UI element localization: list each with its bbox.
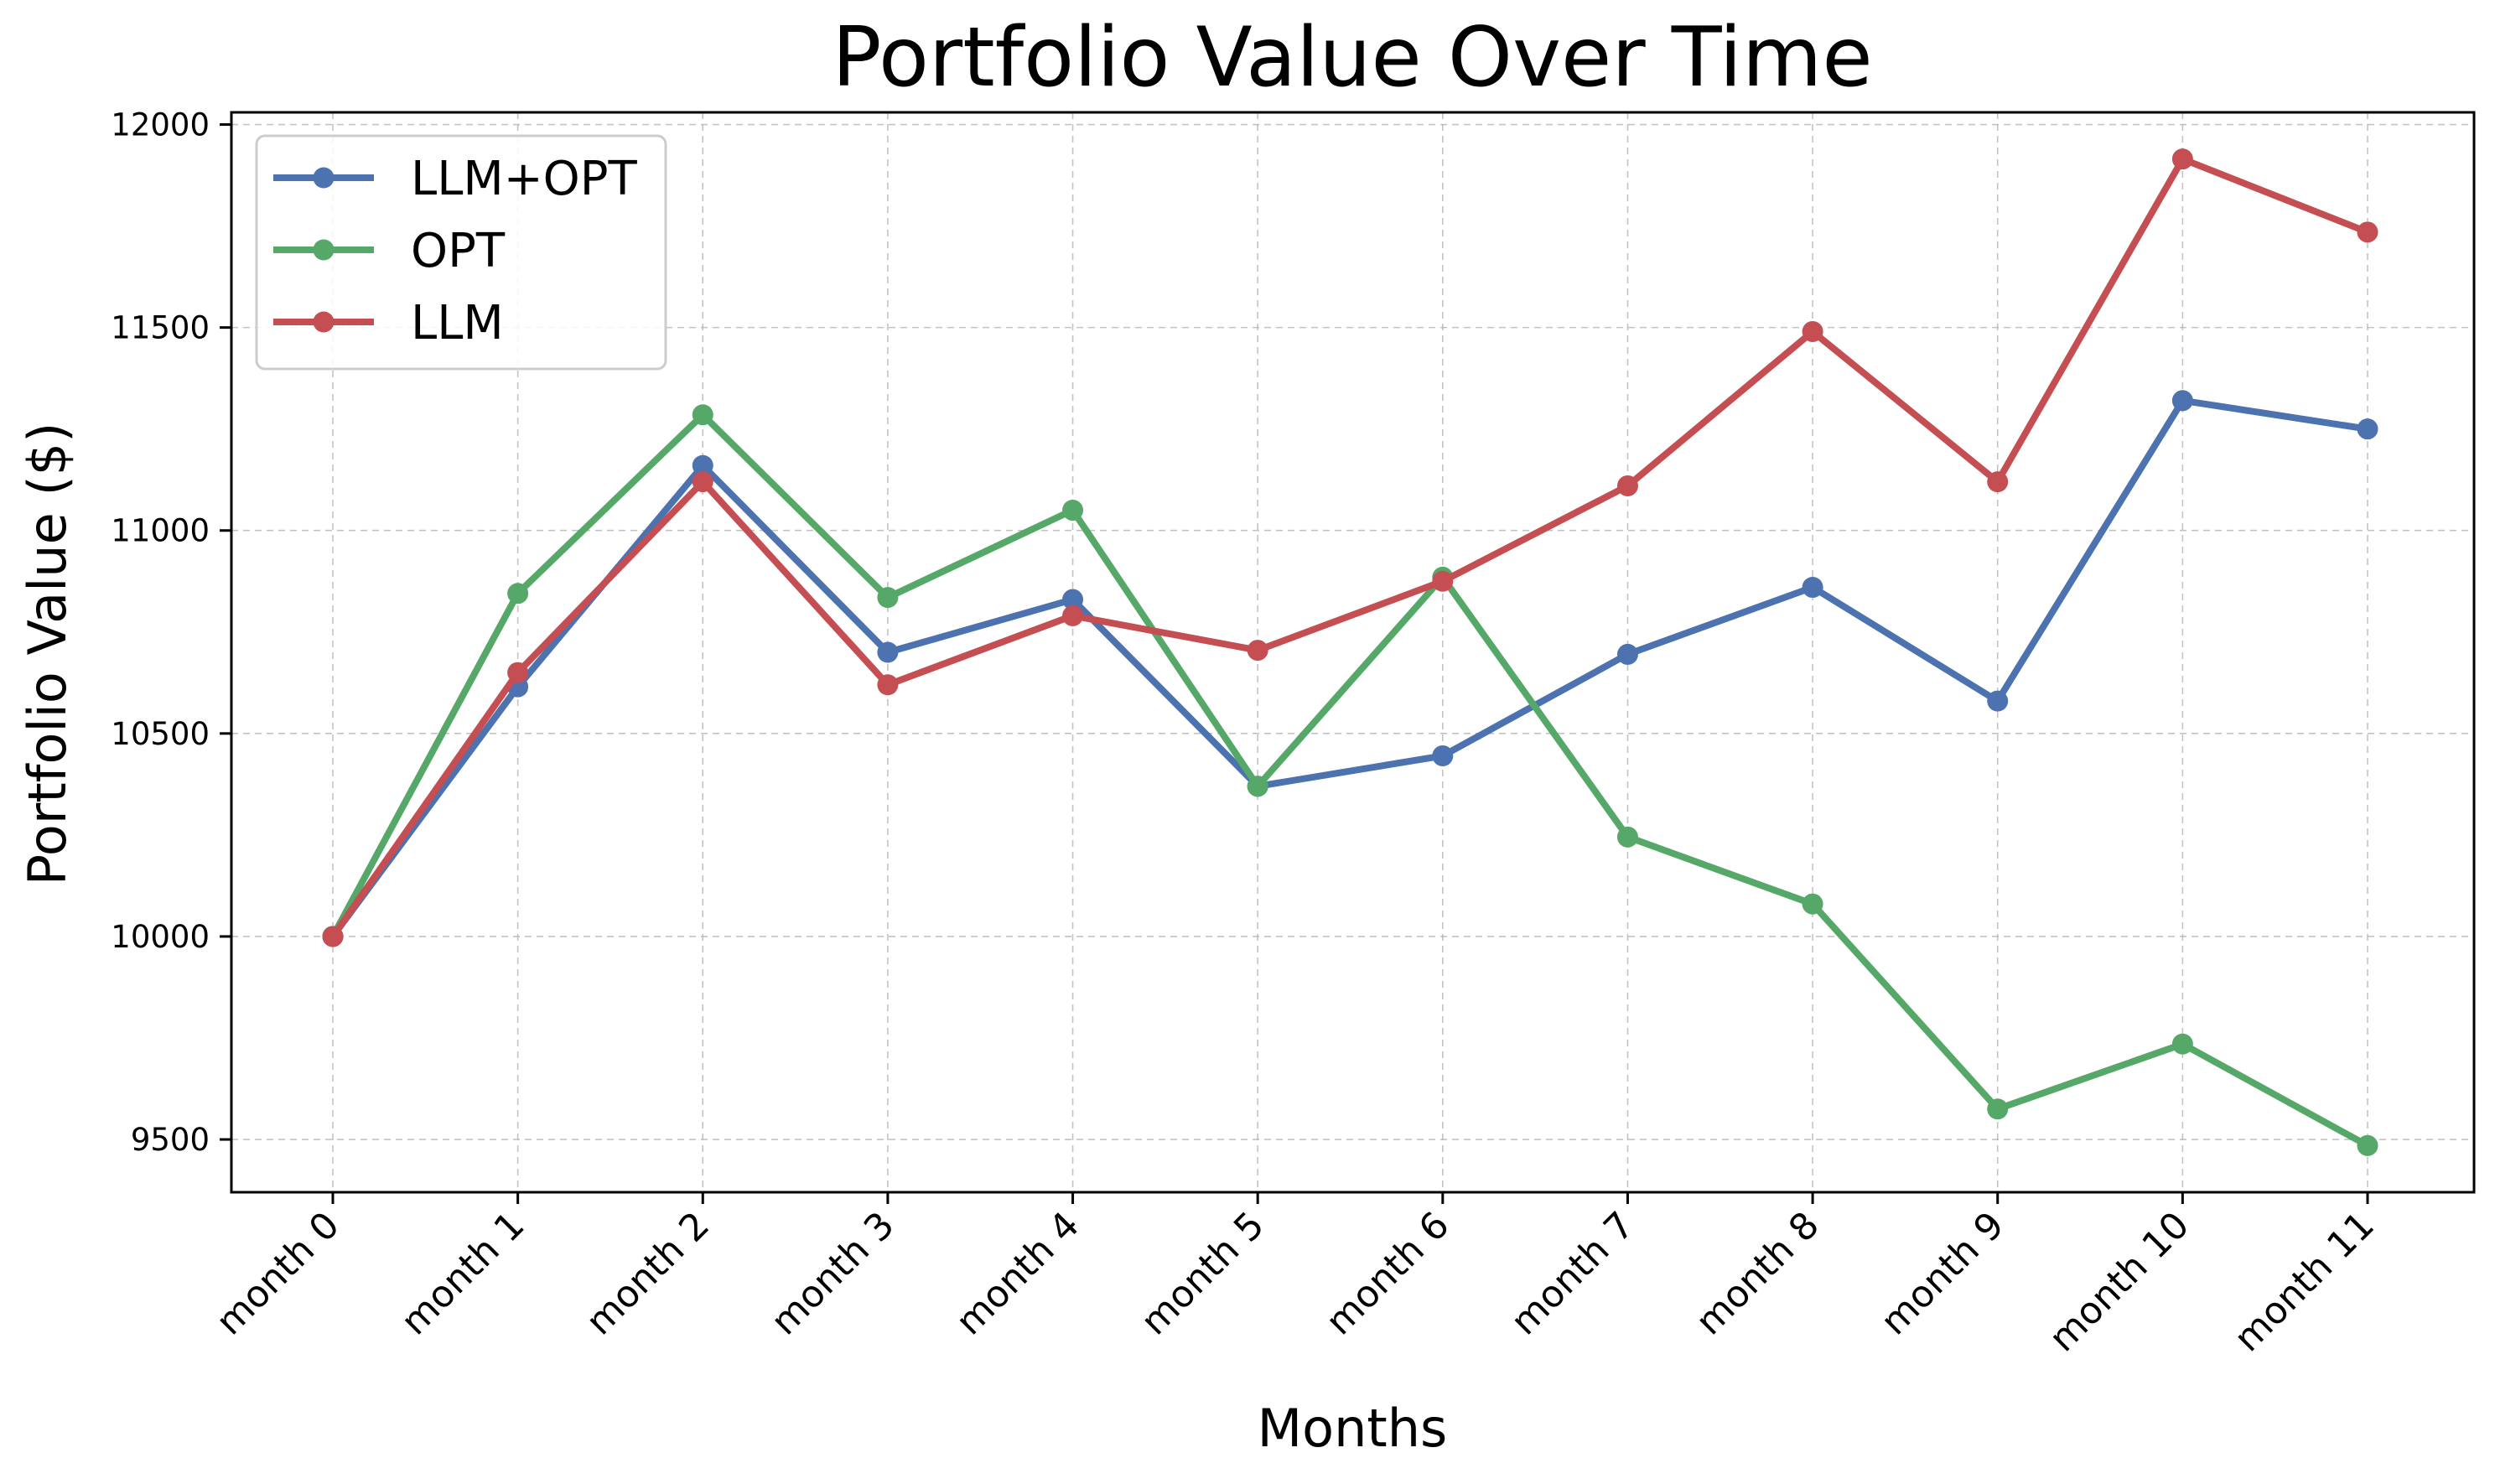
data-point bbox=[1062, 500, 1084, 521]
data-point bbox=[2171, 390, 2193, 412]
data-point bbox=[877, 641, 899, 663]
x-tick-label: month 4 bbox=[948, 1204, 1088, 1344]
x-tick-label: month 0 bbox=[208, 1204, 348, 1344]
x-tick-label: month 10 bbox=[2041, 1204, 2198, 1361]
data-point bbox=[1062, 589, 1084, 610]
y-axis-label: Portfolio Value ($) bbox=[17, 423, 78, 886]
data-point bbox=[322, 926, 344, 947]
x-tick-label: month 1 bbox=[393, 1204, 533, 1344]
data-point bbox=[1247, 776, 1268, 797]
legend-swatch-marker bbox=[313, 167, 335, 189]
legend-swatch-marker bbox=[313, 239, 335, 261]
legend: LLM+OPT OPT LLM bbox=[255, 134, 667, 371]
series-layer bbox=[322, 148, 2378, 1156]
y-tick-label: 11500 bbox=[111, 310, 210, 346]
data-point bbox=[692, 471, 713, 493]
data-point bbox=[1802, 320, 1823, 342]
data-point bbox=[1616, 826, 1638, 848]
x-tick-label: month 7 bbox=[1502, 1204, 1642, 1344]
y-tick-label: 11000 bbox=[111, 513, 210, 549]
legend-label: OPT bbox=[411, 224, 506, 278]
series-line bbox=[329, 411, 2371, 1149]
data-point bbox=[1987, 690, 2009, 712]
x-tick-label: month 8 bbox=[1688, 1204, 1828, 1344]
data-point bbox=[1802, 893, 1823, 915]
x-tick-label: month 9 bbox=[1873, 1204, 2013, 1344]
data-point bbox=[877, 587, 899, 609]
data-point bbox=[2357, 1134, 2378, 1156]
x-tick-label: month 3 bbox=[763, 1204, 903, 1344]
data-point bbox=[692, 404, 713, 426]
legend-box bbox=[255, 134, 667, 371]
y-tick-label: 10000 bbox=[111, 919, 210, 955]
legend-label: LLM bbox=[411, 296, 504, 350]
series-line bbox=[329, 397, 2371, 940]
data-point bbox=[1062, 604, 1084, 626]
data-point bbox=[1432, 745, 1454, 766]
data-point bbox=[2171, 1033, 2193, 1055]
data-point bbox=[1247, 640, 1268, 662]
series-llm-opt bbox=[322, 390, 2378, 947]
data-point bbox=[2357, 418, 2378, 440]
series-line bbox=[329, 155, 2371, 940]
data-point bbox=[877, 674, 899, 696]
y-tick-label: 10500 bbox=[111, 716, 210, 752]
legend-item: LLM+OPT bbox=[273, 152, 637, 206]
y-tick-label: 9500 bbox=[131, 1122, 210, 1158]
chart-title: Portfolio Value Over Time bbox=[832, 10, 1872, 106]
x-tick-label: month 5 bbox=[1133, 1204, 1273, 1344]
data-point bbox=[1616, 643, 1638, 665]
plot-frame bbox=[230, 111, 2476, 1194]
legend-swatch-marker bbox=[313, 311, 335, 333]
x-axis-label: Months bbox=[1258, 1398, 1448, 1459]
legend-item: OPT bbox=[273, 224, 506, 278]
series-llm bbox=[322, 148, 2378, 947]
legend-label: LLM+OPT bbox=[411, 152, 637, 206]
data-point bbox=[1802, 577, 1823, 599]
data-point bbox=[507, 662, 529, 683]
data-point bbox=[1987, 1098, 2009, 1120]
data-point bbox=[1616, 475, 1638, 496]
data-point bbox=[1432, 570, 1454, 592]
data-point bbox=[692, 454, 713, 476]
x-tick-label: month 11 bbox=[2226, 1204, 2383, 1361]
x-tick-label: month 2 bbox=[578, 1204, 718, 1344]
x-tick-label: month 6 bbox=[1318, 1204, 1458, 1344]
y-tick-label: 12000 bbox=[111, 107, 210, 143]
data-point bbox=[1987, 471, 2009, 493]
series-opt bbox=[322, 404, 2378, 1156]
data-point bbox=[507, 583, 529, 604]
data-point bbox=[2171, 148, 2193, 170]
legend-item: LLM bbox=[273, 296, 504, 350]
data-point bbox=[2357, 221, 2378, 243]
